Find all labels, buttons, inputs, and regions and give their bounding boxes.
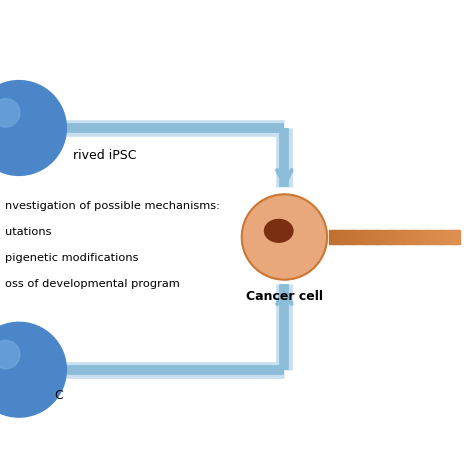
Text: utations: utations (5, 227, 51, 237)
Text: C: C (55, 389, 63, 402)
Bar (338, 230, 341, 244)
Bar (399, 230, 401, 244)
Bar (423, 230, 426, 244)
Bar (360, 230, 363, 244)
Bar (364, 230, 367, 244)
Bar (453, 230, 456, 244)
Bar (329, 230, 332, 244)
Text: Cancer cell: Cancer cell (246, 290, 323, 303)
Bar (394, 230, 397, 244)
Bar (434, 230, 437, 244)
Bar (429, 230, 432, 244)
Ellipse shape (264, 219, 293, 242)
Bar (334, 230, 337, 244)
Bar (390, 230, 393, 244)
Bar (412, 230, 415, 244)
Bar (353, 230, 356, 244)
Bar (368, 230, 371, 244)
Bar (445, 230, 447, 244)
Bar (405, 230, 408, 244)
Bar (451, 230, 454, 244)
Bar (420, 230, 423, 244)
Bar (408, 230, 410, 244)
Bar (436, 230, 438, 244)
Bar (440, 230, 443, 244)
Text: nvestigation of possible mechanisms:: nvestigation of possible mechanisms: (5, 201, 220, 211)
Bar (449, 230, 452, 244)
Bar (438, 230, 441, 244)
Bar (342, 230, 345, 244)
Bar (403, 230, 406, 244)
Circle shape (0, 322, 66, 417)
Bar (401, 230, 404, 244)
Bar (442, 230, 445, 244)
Bar (345, 230, 347, 244)
Text: rived iPSC: rived iPSC (73, 149, 137, 162)
Bar (457, 230, 460, 244)
Text: pigenetic modifications: pigenetic modifications (5, 253, 138, 264)
Bar (340, 230, 343, 244)
Bar (447, 230, 449, 244)
Bar (382, 230, 384, 244)
Bar (384, 230, 386, 244)
Circle shape (0, 99, 20, 127)
Bar (388, 230, 391, 244)
Circle shape (0, 81, 66, 175)
Bar (366, 230, 369, 244)
Bar (362, 230, 365, 244)
Bar (397, 230, 400, 244)
Bar (419, 230, 421, 244)
Bar (414, 230, 417, 244)
Bar (427, 230, 430, 244)
Bar (379, 230, 382, 244)
Circle shape (242, 194, 327, 280)
Bar (416, 230, 419, 244)
Bar (351, 230, 354, 244)
Bar (371, 230, 374, 244)
Bar (356, 230, 358, 244)
Bar (456, 230, 458, 244)
Bar (375, 230, 378, 244)
Circle shape (0, 340, 20, 369)
Bar (332, 230, 334, 244)
Bar (336, 230, 338, 244)
Text: oss of developmental program: oss of developmental program (5, 279, 180, 290)
Bar (377, 230, 380, 244)
Bar (373, 230, 375, 244)
Bar (392, 230, 395, 244)
Bar (358, 230, 360, 244)
Bar (431, 230, 434, 244)
Bar (425, 230, 428, 244)
Bar (386, 230, 389, 244)
Bar (410, 230, 412, 244)
Bar (347, 230, 349, 244)
Bar (349, 230, 352, 244)
